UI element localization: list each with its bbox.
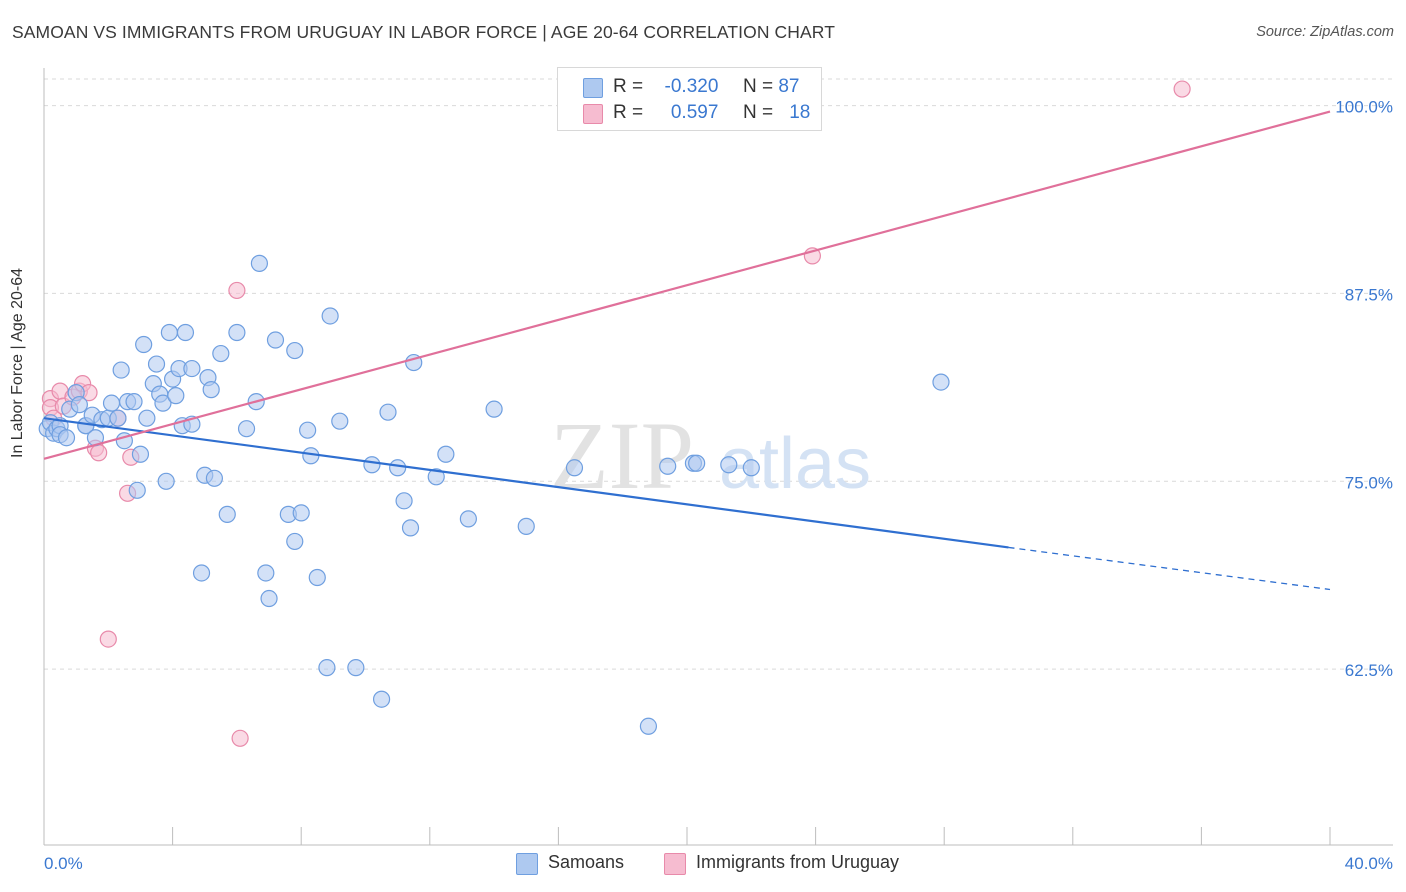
samoan-point xyxy=(131,445,150,463)
samoan-point xyxy=(257,564,275,582)
samoan-point xyxy=(401,519,420,537)
legend-swatch-blue xyxy=(583,78,603,98)
legend-n-label: N = xyxy=(742,76,774,97)
grid-lines xyxy=(44,78,1393,670)
samoan-point xyxy=(389,459,407,477)
legend-swatch-uruguay xyxy=(664,853,686,875)
samoan-point xyxy=(237,420,256,438)
samoan-trend-line xyxy=(43,417,1009,549)
legend-label-uruguay: Immigrants from Uruguay xyxy=(696,852,900,872)
samoan-point xyxy=(318,659,336,677)
stats-legend: R = -0.320 N = 87 R = 0.597 N = 18 xyxy=(557,67,822,131)
samoan-point xyxy=(932,373,950,391)
samoan-point xyxy=(659,457,677,475)
samoan-point xyxy=(321,307,339,325)
samoan-point xyxy=(331,412,349,430)
x-tick-label-min: 0.0% xyxy=(44,854,83,873)
trend-lines xyxy=(43,110,1331,591)
samoan-point xyxy=(459,510,477,528)
samoan-point xyxy=(347,659,365,677)
legend-r-value: -0.320 xyxy=(664,76,719,97)
samoan-point xyxy=(154,394,172,412)
y-tick-label: 100.0% xyxy=(1335,98,1393,117)
samoan-point xyxy=(286,532,304,551)
samoan-point xyxy=(57,429,76,447)
uruguay-point xyxy=(228,281,246,300)
samoan-point xyxy=(157,472,175,490)
uruguay-point xyxy=(90,444,108,462)
samoan-point xyxy=(266,331,285,349)
x-tick-labels: 0.0% 40.0% xyxy=(44,854,1393,873)
samoan-point xyxy=(437,445,455,463)
blue-points xyxy=(38,254,950,735)
samoan-point xyxy=(102,394,121,412)
samoan-point xyxy=(176,323,195,342)
samoan-point xyxy=(308,568,326,587)
legend-r-value: 0.597 xyxy=(670,102,719,123)
samoan-point xyxy=(250,254,269,272)
samoan-point xyxy=(160,323,178,342)
samoan-point xyxy=(286,341,304,360)
x-tick-label-max: 40.0% xyxy=(1345,854,1393,873)
y-tick-label: 87.5% xyxy=(1345,285,1393,304)
samoan-point xyxy=(109,409,127,427)
samoan-point xyxy=(135,335,153,354)
uruguay-trend-line xyxy=(43,110,1331,460)
samoan-point xyxy=(688,454,706,472)
samoan-point xyxy=(112,361,130,379)
y-tick-label: 75.0% xyxy=(1345,473,1393,492)
samoan-point xyxy=(292,504,310,522)
samoan-point xyxy=(138,409,156,427)
legend-n-label: N = xyxy=(742,102,774,123)
samoan-point xyxy=(183,359,201,378)
legend-r-label: R = xyxy=(613,76,644,97)
samoan-point xyxy=(218,505,236,523)
samoan-point xyxy=(363,456,381,474)
samoan-point xyxy=(565,459,584,477)
legend-n-value: 18 xyxy=(789,102,811,123)
uruguay-point xyxy=(231,729,249,747)
legend-swatch-pink xyxy=(583,104,603,124)
samoan-point xyxy=(205,469,223,487)
samoan-point xyxy=(372,690,391,708)
samoan-point xyxy=(299,421,317,439)
watermark-atlas: atlas xyxy=(719,424,871,504)
legend-label-samoans: Samoans xyxy=(548,852,625,872)
samoan-point xyxy=(485,400,503,418)
axes xyxy=(43,68,1393,846)
legend-r-label: R = xyxy=(613,102,644,123)
legend-swatch-samoans xyxy=(516,853,538,875)
samoan-point xyxy=(379,403,397,421)
samoan-point xyxy=(167,387,185,405)
samoan-point xyxy=(125,393,143,411)
samoan-point xyxy=(639,717,658,735)
samoan-trend-extension xyxy=(1008,546,1331,591)
samoan-point xyxy=(128,481,146,499)
legend-n-value: 87 xyxy=(778,76,800,97)
series-legend: Samoans Immigrants from Uruguay xyxy=(0,852,1406,878)
uruguay-point xyxy=(99,630,117,648)
samoan-point xyxy=(202,381,220,399)
source-label: Source: ZipAtlas.com xyxy=(1256,24,1394,40)
samoan-point xyxy=(212,344,230,363)
uruguay-point xyxy=(1173,80,1191,98)
samoan-point xyxy=(427,468,445,486)
samoan-point xyxy=(147,355,166,373)
samoan-point xyxy=(70,396,88,414)
samoan-point xyxy=(742,459,760,477)
y-tick-labels: 62.5% 75.0% 87.5% 100.0% xyxy=(1335,98,1393,681)
y-axis-label: In Labor Force | Age 20-64 xyxy=(9,267,26,458)
watermark-zip: ZIP xyxy=(550,402,694,509)
samoan-point xyxy=(720,456,738,474)
samoan-point xyxy=(228,323,246,342)
samoan-point xyxy=(260,589,278,608)
chart-title: SAMOAN VS IMMIGRANTS FROM URUGUAY IN LAB… xyxy=(12,22,835,42)
samoan-point xyxy=(395,492,413,510)
y-tick-label: 62.5% xyxy=(1345,661,1393,680)
samoan-point xyxy=(517,517,535,535)
samoan-point xyxy=(192,564,211,582)
